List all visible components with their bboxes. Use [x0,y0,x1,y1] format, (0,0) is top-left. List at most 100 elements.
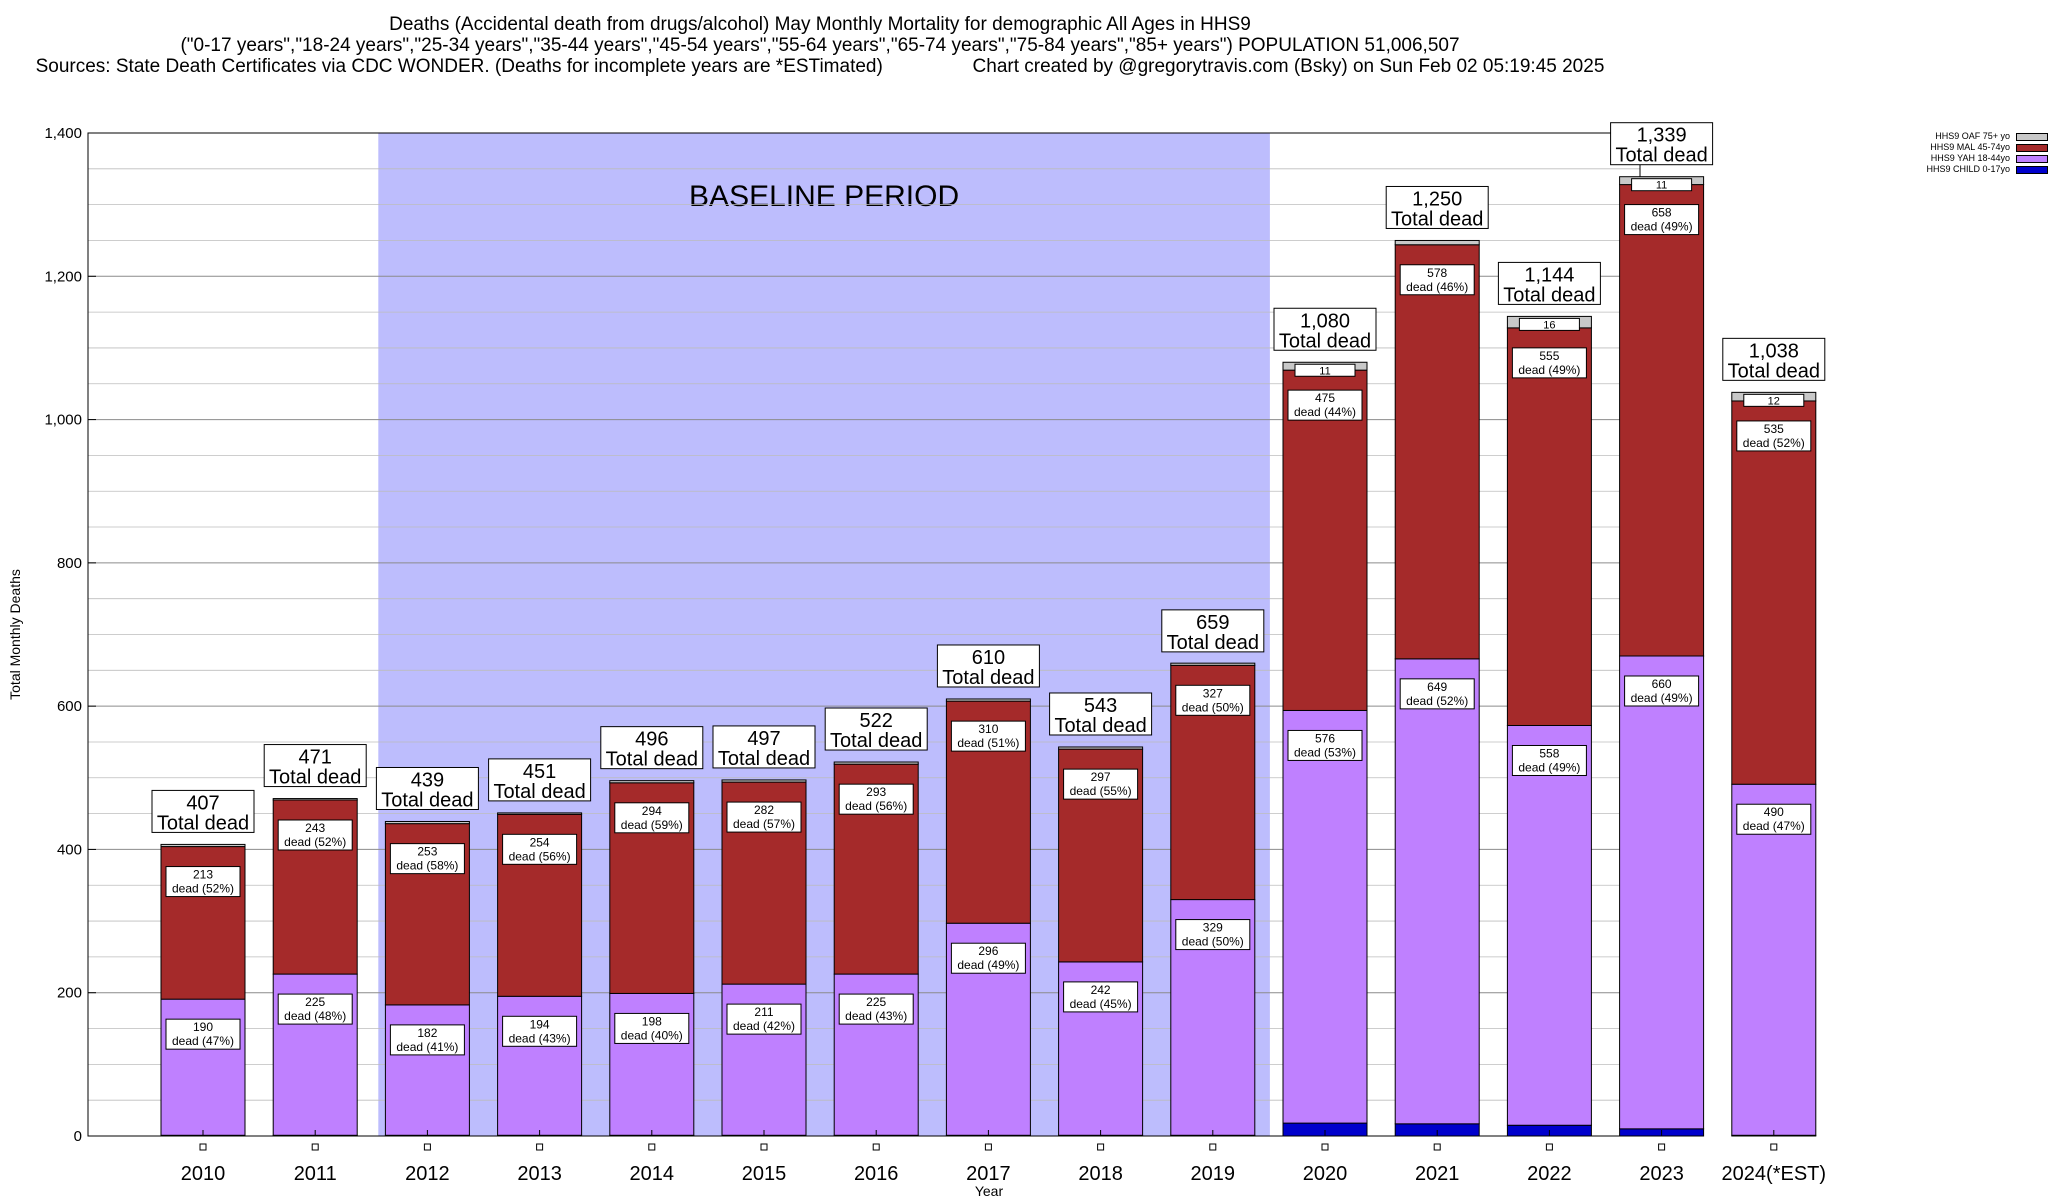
segment-percent-label: dead (40%) [621,1028,683,1042]
x-tick-label: 2021 [1415,1163,1460,1185]
segment-label-box [389,843,465,875]
bar-segment [1619,184,1705,657]
total-caption-label: Total dead [269,767,361,789]
segment-label-box [165,1018,241,1050]
segment-value-label: 535 [1764,422,1784,436]
segment-label-box [950,942,1026,974]
total-label-box [1161,609,1265,653]
total-caption-label: Total dead [1728,360,1820,382]
total-caption-label: Total dead [606,749,698,771]
total-label-box [1610,122,1714,166]
total-value-label: 496 [635,729,668,751]
legend-entry: HHS9 MAL 45-74yo [1890,142,2048,153]
oaf-value-label: 11 [1656,180,1667,192]
x-tick-label: 2023 [1639,1163,1684,1185]
x-tick-label: 2013 [517,1163,562,1185]
total-value-label: 1,250 [1412,188,1462,210]
legend-label: HHS9 OAF 75+ yo [1935,131,2010,141]
segment-value-label: 297 [1091,770,1111,784]
segment-label-box [1063,768,1139,800]
total-caption-label: Total dead [381,789,473,811]
segment-value-label: 649 [1427,680,1447,694]
total-label-box [936,644,1040,688]
y-tick-label: 200 [57,985,82,1002]
total-value-label: 439 [411,769,444,791]
bar-segment [1506,327,1592,726]
x-tick-label: 2015 [742,1163,787,1185]
x-tick-marker [1433,1143,1441,1151]
total-caption-label: Total dead [718,748,810,770]
segment-percent-label: dead (43%) [845,1009,907,1023]
chart-title: Deaths (Accidental death from drugs/alco… [389,14,1251,35]
bar-segment [1282,709,1368,1124]
y-axis-title: Total Monthly Deaths [7,569,23,700]
segment-value-label: 254 [530,835,550,849]
x-axis-title: Year [975,1183,1004,1199]
segment-label-box [1399,264,1475,296]
legend-entry: HHS9 CHILD 0-17yo [1890,164,2048,175]
x-tick-label: 2020 [1303,1163,1348,1185]
segment-value-label: 182 [417,1026,437,1040]
x-tick-label: 2019 [1191,1163,1236,1185]
total-value-label: 471 [299,747,332,769]
segment-percent-label: dead (45%) [1070,997,1132,1011]
chart-subtitle: ("0-17 years","18-24 years","25-34 years… [180,35,1460,56]
segment-value-label: 475 [1315,391,1335,405]
segment-percent-label: dead (44%) [1294,405,1356,419]
chart-legend: HHS9 OAF 75+ yo HHS9 MAL 45-74yo HHS9 YAH … [1890,131,2048,175]
legend-label: HHS9 MAL 45-74yo [1930,142,2010,152]
x-tick-label: 2017 [966,1163,1011,1185]
total-label-box [151,789,255,833]
segment-value-label: 294 [642,804,662,818]
bar-segment [1731,400,1817,785]
x-tick-marker [984,1143,992,1151]
segment-label-box [1287,389,1363,421]
bar-segment [384,820,470,825]
segment-percent-label: dead (56%) [845,799,907,813]
segment-label-box [1175,684,1251,716]
x-tick-marker [1770,1143,1778,1151]
legend-entry: HHS9 YAH 18-44yo [1890,153,2048,164]
x-tick-marker [1321,1143,1329,1151]
segment-percent-label: dead (49%) [1518,363,1580,377]
total-value-label: 1,038 [1749,340,1799,362]
segment-value-label: 310 [978,722,998,736]
x-tick-marker [872,1143,880,1151]
total-caption-label: Total dead [493,781,585,803]
segment-percent-label: dead (51%) [957,736,1019,750]
total-label-box [375,766,479,810]
segment-label-box [389,1024,465,1056]
bar-segment [945,698,1031,702]
bar-segment [160,843,246,848]
segment-label-box [726,1003,802,1035]
x-tick-marker [648,1143,656,1151]
bar-segment [1394,239,1480,246]
segment-percent-label: dead (58%) [396,859,458,873]
bar-segment [1506,724,1592,1126]
segment-percent-label: dead (41%) [396,1040,458,1054]
segment-label-box [726,801,802,833]
x-tick-marker [536,1143,544,1151]
segment-value-label: 198 [642,1014,662,1028]
segment-percent-label: dead (46%) [1406,280,1468,294]
segment-label-box [1511,744,1587,776]
bar-segment [833,761,919,765]
x-tick-label: 2011 [294,1163,337,1185]
x-tick-marker [1658,1143,1666,1151]
legend-swatch [2016,132,2048,141]
chart-source-line: Sources: State Death Certificates via CD… [35,56,1605,77]
segment-label-box [838,783,914,815]
segment-label-box [1399,678,1475,710]
total-value-label: 1,144 [1524,264,1574,286]
segment-percent-label: dead (52%) [284,835,346,849]
total-label-box [488,758,592,802]
total-caption-label: Total dead [942,667,1034,689]
y-tick-label: 1,400 [44,125,82,142]
legend-label: HHS9 CHILD 0-17yo [1926,164,2010,174]
total-label-box [1049,692,1153,736]
segment-value-label: 190 [193,1020,213,1034]
total-value-label: 522 [860,710,893,732]
total-label-box [600,726,704,770]
segment-value-label: 327 [1203,686,1223,700]
